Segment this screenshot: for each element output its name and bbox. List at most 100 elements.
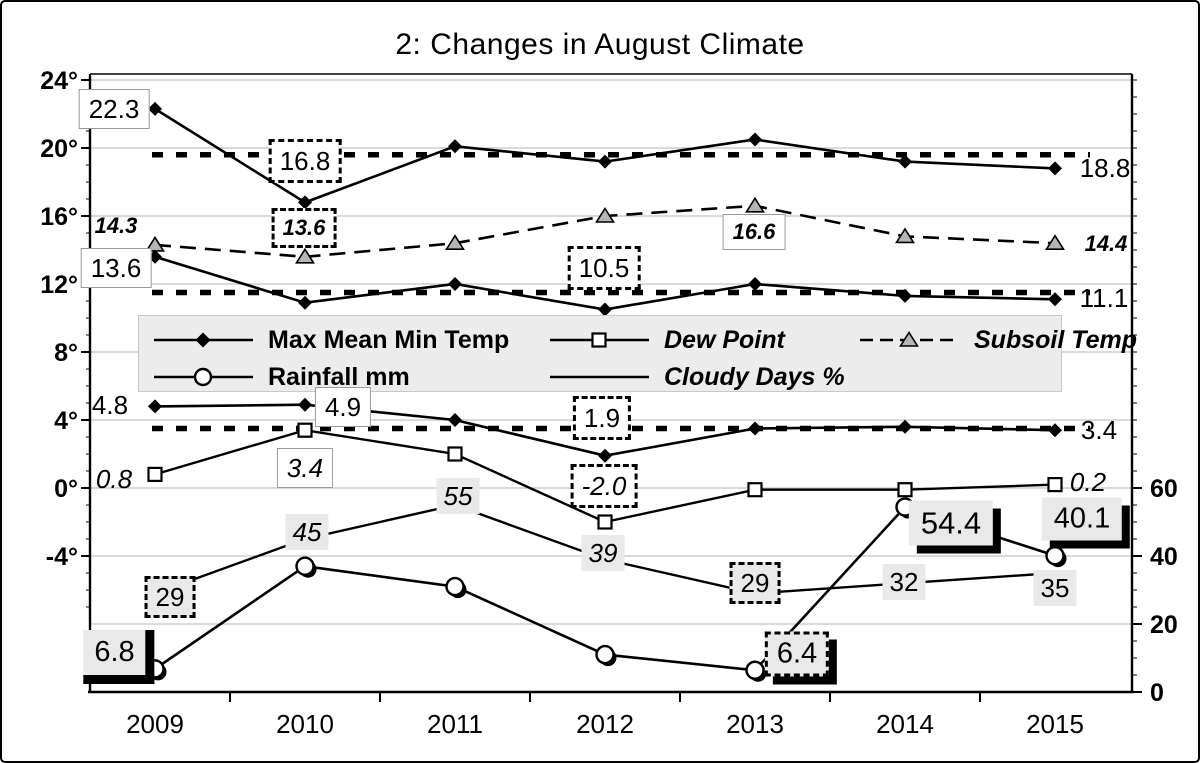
diamond-marker: [598, 302, 612, 317]
diamond-marker: [298, 295, 312, 310]
triangle-marker: [595, 206, 615, 223]
diamond-marker: [448, 139, 462, 154]
data-label-cloudy-days-35: 35: [1033, 570, 1077, 606]
diamond-marker: [1048, 161, 1062, 176]
legend-square-line-icon: [550, 332, 649, 348]
triangle-marker: [1045, 234, 1065, 250]
secondary-y-axis-label-40: 40: [1150, 543, 1178, 571]
data-label-mean-temp-11-1: 11.1: [1079, 283, 1129, 313]
diamond-marker: [298, 397, 312, 412]
data-label-rainfall-6-4: 6.4: [764, 631, 830, 677]
square-marker: [447, 446, 463, 462]
square-marker: [147, 466, 163, 482]
data-label-rainfall-54-4: 54.4: [908, 500, 994, 546]
data-label-dew-point-2-0: -2.0: [570, 464, 638, 508]
series-markers-subsoil-temp: [145, 196, 1065, 264]
legend-label-subsoil-temp: Subsoil Temp: [974, 325, 1137, 354]
data-label-cloudy-days-32: 32: [882, 564, 926, 600]
data-label-min-temp-1-9: 1.9: [572, 396, 632, 440]
data-label-cloudy-days-29: 29: [144, 576, 196, 618]
data-label-max-temp-22-3: 22.3: [78, 89, 150, 129]
data-label-subsoil-temp-13-6: 13.6: [271, 208, 337, 248]
data-label-dew-point-3-4: 3.4: [276, 448, 334, 488]
data-label-cloudy-days-39: 39: [581, 535, 625, 571]
data-label-rainfall-40-1: 40.1: [1041, 497, 1123, 541]
square-marker: [597, 514, 613, 530]
secondary-y-axis-label-0: 0: [1150, 679, 1164, 707]
diamond-marker: [148, 101, 162, 116]
legend-triangle-line-icon: [860, 330, 959, 347]
x-axis-label-2014: 2014: [876, 709, 934, 739]
legend-label-max-mean-min-temp: Max Mean Min Temp: [268, 325, 510, 354]
circle-glyph: [193, 367, 213, 387]
y-axis-label-20: 20°: [40, 135, 78, 163]
legend-item-subsoil-temp: Subsoil Temp: [857, 325, 1137, 355]
data-label-cloudy-days-55: 55: [436, 478, 480, 514]
diamond-marker: [148, 399, 162, 414]
circle-marker: [1045, 545, 1065, 566]
data-label-subsoil-temp-14-3: 14.3: [94, 213, 138, 238]
x-axis-label-2015: 2015: [1026, 709, 1084, 739]
data-label-cloudy-days-29: 29: [729, 562, 781, 604]
y-axis-label-4: 4°: [54, 407, 78, 435]
data-label-dew-point-0-2: 0.2: [1069, 467, 1107, 497]
data-label-rainfall-6-8: 6.8: [83, 630, 155, 684]
diamond-marker: [448, 277, 462, 291]
legend-item-cloudy-days: Cloudy Days %: [547, 362, 845, 392]
series-markers-max-temp: [148, 101, 1062, 210]
secondary-y-axis-label-20: 20: [1150, 611, 1178, 639]
diamond-marker: [148, 249, 162, 264]
triangle-marker: [895, 227, 915, 244]
triangle-marker: [145, 235, 165, 252]
legend-none-line-icon: [550, 375, 649, 379]
legend-diamond-line-icon: [154, 332, 253, 348]
diamond-marker: [298, 195, 312, 210]
x-axis-label-2010: 2010: [276, 709, 334, 739]
circle-marker: [745, 660, 765, 680]
data-label-max-temp-18-8: 18.8: [1079, 153, 1131, 183]
series-markers-mean-temp: [148, 249, 1062, 317]
triangle-marker: [295, 247, 315, 264]
diamond-glyph: [195, 332, 211, 348]
diamond-marker: [748, 421, 762, 436]
triangle-glyph: [899, 330, 919, 347]
y-axis-label-16: 16°: [40, 203, 78, 231]
diamond-marker: [748, 277, 762, 291]
legend-item-dew-point: Dew Point: [547, 325, 785, 355]
diamond-marker: [748, 132, 762, 147]
diamond-marker: [1048, 292, 1062, 307]
diamond-marker: [898, 419, 912, 434]
data-label-dew-point-0-8: 0.8: [95, 464, 133, 494]
square-marker: [1047, 477, 1063, 493]
x-axis-label-2009: 2009: [126, 709, 184, 739]
secondary-y-axis-label-60: 60: [1150, 475, 1178, 503]
triangle-marker: [745, 196, 765, 213]
chart-legend: Max Mean Min Temp Dew Point Subsoil Temp Ra…: [138, 315, 1137, 392]
legend-label-rainfall-mm: Rainfall mm: [268, 362, 410, 391]
series-markers-dew-point: [147, 422, 1063, 530]
y-axis-label-0: 0°: [54, 475, 78, 503]
square-marker: [747, 482, 763, 498]
x-axis-label-2012: 2012: [576, 709, 634, 739]
circle-marker: [295, 556, 315, 576]
circle-marker: [445, 576, 465, 597]
x-axis-label-2013: 2013: [726, 709, 784, 739]
data-label-min-temp-3-4: 3.4: [1080, 415, 1118, 445]
diamond-marker: [898, 154, 912, 169]
y-axis-label-8: 8°: [54, 339, 78, 367]
series-markers-min-temp: [148, 397, 1062, 463]
square-marker: [297, 422, 313, 438]
circle-marker: [595, 644, 615, 665]
y-axis-label-24: 24°: [40, 67, 78, 95]
data-label-subsoil-temp-16-6: 16.6: [722, 214, 786, 250]
diamond-marker: [598, 448, 612, 463]
x-axis-label-2011: 2011: [427, 709, 483, 739]
diamond-marker: [598, 154, 612, 169]
data-label-max-temp-16-8: 16.8: [268, 139, 342, 183]
legend-item-max-mean-min-temp: Max Mean Min Temp: [151, 325, 509, 355]
triangle-marker: [445, 234, 465, 250]
diamond-marker: [1048, 423, 1062, 438]
diamond-marker: [898, 288, 912, 303]
